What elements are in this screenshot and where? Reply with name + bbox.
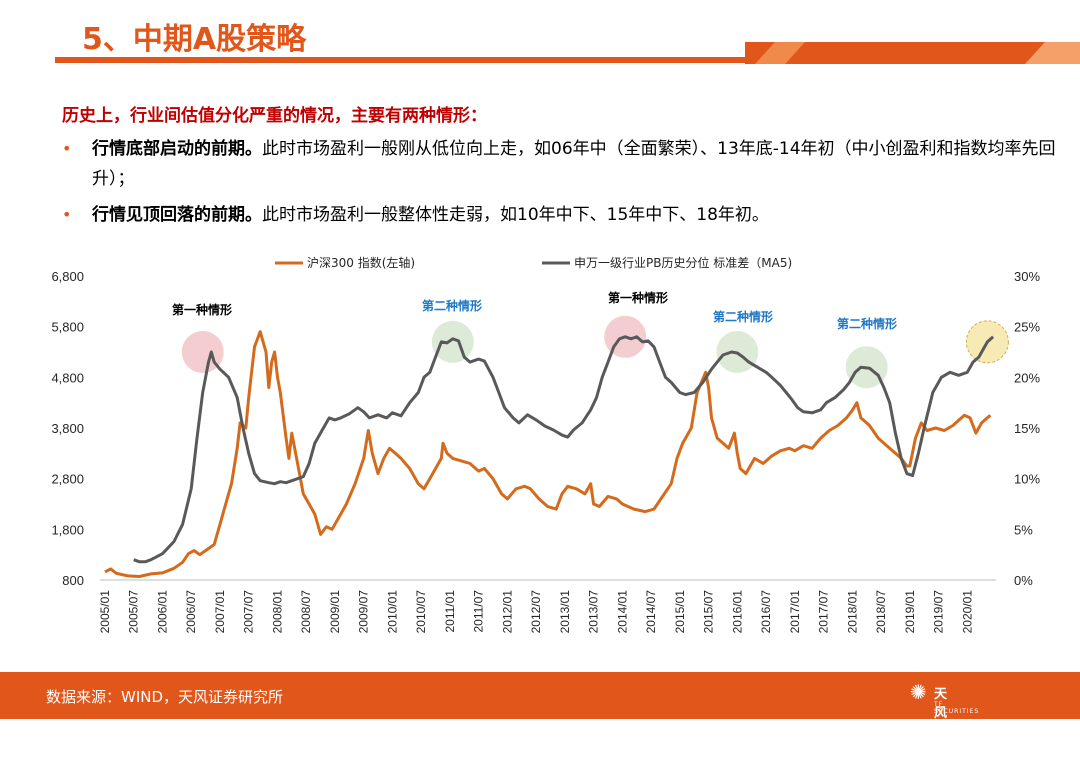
bullet-item-2: • 行情见顶回落的前期。此时市场盈利一般整体性走弱，如10年中下、15年中下、1… (62, 200, 1062, 230)
x-tick-label: 2017/01 (788, 590, 802, 634)
x-tick-label: 2019/01 (903, 590, 917, 634)
annotation-label-2: 第一种情形 (608, 290, 668, 305)
x-tick-label: 2005/01 (98, 590, 112, 634)
y-left-tick-label: 4,800 (51, 370, 84, 385)
logo-name: 天风证券 (934, 687, 948, 759)
bullet-text-1: 此时市场盈利一般刚从低位向上走，如06年中（全面繁荣）、13年底-14年初（中小… (92, 139, 1056, 189)
x-tick-label: 2013/01 (558, 590, 572, 634)
y-left-tick-label: 3,800 (51, 421, 84, 436)
y-right-tick-label: 20% (1014, 370, 1040, 385)
bullet-item-1: • 行情底部启动的前期。此时市场盈利一般刚从低位向上走，如06年中（全面繁荣）、… (62, 134, 1062, 194)
series-line-csi300 (104, 330, 992, 578)
x-tick-label: 2014/07 (644, 590, 658, 634)
y-right-tick-label: 10% (1014, 472, 1040, 487)
section-heading: 历史上，行业间估值分化严重的情况，主要有两种情形： (62, 106, 487, 126)
x-tick-label: 2016/01 (730, 590, 744, 634)
x-tick-label: 2010/07 (414, 590, 428, 634)
y-left-tick-label: 5,800 (51, 320, 84, 335)
x-tick-label: 2010/01 (385, 590, 399, 634)
x-tick-label: 2008/07 (299, 590, 313, 634)
x-tick-label: 2012/07 (529, 590, 543, 634)
logo-english: TF SECURITIES (934, 701, 980, 715)
y-left-tick-label: 6,800 (51, 269, 84, 284)
bullet-bold-1: 行情底部启动的前期。 (92, 139, 262, 159)
x-tick-label: 2014/01 (615, 590, 629, 634)
footer-bar (0, 672, 1080, 719)
x-tick-label: 2011/01 (443, 590, 457, 633)
x-tick-label: 2009/01 (328, 590, 342, 634)
y-right-tick-label: 15% (1014, 421, 1040, 436)
x-tick-label: 2012/01 (500, 590, 514, 634)
x-tick-label: 2005/07 (127, 590, 141, 634)
y-right-tick-label: 0% (1014, 573, 1033, 588)
x-tick-label: 2006/01 (155, 590, 169, 634)
bullet-bold-2: 行情见顶回落的前期。 (92, 205, 262, 225)
title-decoration (745, 42, 1080, 64)
x-tick-label: 2018/01 (845, 590, 859, 634)
dual-axis-line-chart: 800 1,800 2,800 3,800 4,800 5,800 6,800 0% 5% 10%… (51, 255, 1040, 634)
bullet-dot: • (62, 205, 72, 224)
x-tick-label: 2016/07 (759, 590, 773, 634)
bullet-text-2: 此时市场盈利一般整体性走弱，如10年中下、15年中下、18年初。 (262, 205, 769, 225)
annotation-label-4: 第二种情形 (837, 316, 897, 331)
y-right-tick-label: 30% (1014, 269, 1040, 284)
legend-label-1: 申万一级行业PB历史分位 标准差（MA5) (574, 255, 792, 270)
y-left-tick-label: 800 (62, 573, 84, 588)
x-tick-label: 2018/07 (874, 590, 888, 634)
legend-label-0: 沪深300 指数(左轴) (307, 255, 415, 270)
y-right-tick-label: 25% (1014, 320, 1040, 335)
y-left-tick-label: 1,800 (51, 522, 84, 537)
annotation-label-3: 第二种情形 (713, 309, 773, 324)
x-tick-label: 2011/07 (472, 590, 486, 633)
annotation-label-1: 第二种情形 (422, 298, 482, 313)
y-right-tick-label: 5% (1014, 522, 1033, 537)
logo-star-icon: ✺ (910, 680, 927, 704)
annotation-label-0: 第一种情形 (172, 302, 232, 317)
title-underline (55, 57, 745, 63)
series-line-pb-std (133, 335, 995, 564)
x-tick-label: 2006/07 (184, 590, 198, 634)
data-source: 数据来源：WIND，天风证券研究所 (46, 688, 284, 706)
x-tick-label: 2019/07 (932, 590, 946, 634)
x-tick-label: 2007/07 (242, 590, 256, 634)
y-left-tick-label: 2,800 (51, 472, 84, 487)
x-tick-label: 2015/07 (702, 590, 716, 634)
x-tick-label: 2017/07 (817, 590, 831, 634)
x-tick-label: 2013/07 (587, 590, 601, 634)
bullet-dot: • (62, 139, 72, 158)
x-tick-label: 2008/01 (270, 590, 284, 634)
page-title: 5、中期A股策略 (82, 22, 307, 57)
x-tick-label: 2015/01 (673, 590, 687, 634)
x-tick-label: 2009/07 (357, 590, 371, 634)
annotation-marker-1 (431, 320, 474, 363)
x-tick-label: 2007/01 (213, 590, 227, 634)
x-tick-label: 2020/01 (960, 590, 974, 634)
